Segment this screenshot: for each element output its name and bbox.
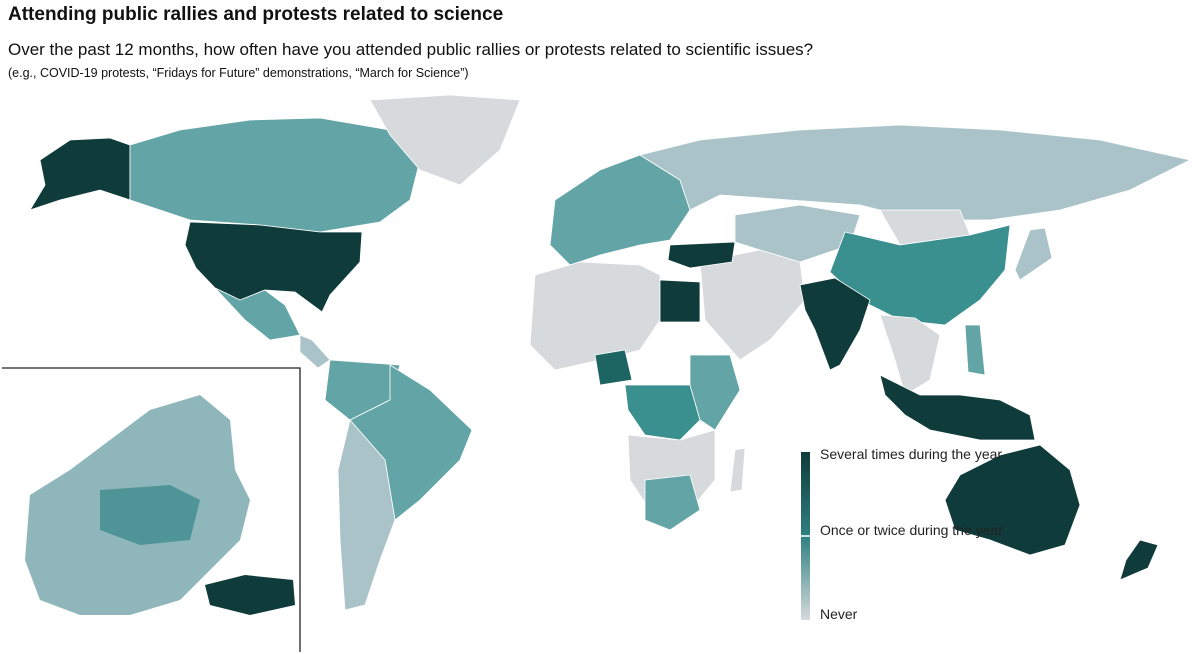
region-europe bbox=[549, 154, 691, 266]
region-united-states bbox=[184, 221, 363, 313]
legend-high-label: Several times during the year bbox=[820, 446, 1003, 462]
region-nigeria bbox=[594, 349, 633, 386]
region-greenland bbox=[369, 94, 521, 186]
region-north-africa bbox=[529, 261, 661, 371]
region-mexico bbox=[214, 287, 301, 341]
region-egypt bbox=[659, 279, 701, 323]
region-brazil bbox=[349, 364, 473, 521]
region-australia bbox=[944, 444, 1081, 556]
region-indonesia bbox=[879, 374, 1036, 441]
examples-note: (e.g., COVID-19 protests, “Fridays for F… bbox=[8, 66, 469, 80]
legend-mid-label: Once or twice during the year bbox=[820, 522, 1003, 538]
inset-turkey bbox=[205, 575, 295, 615]
inset-frame bbox=[2, 367, 301, 652]
region-japan bbox=[1014, 227, 1053, 281]
region-south-america-south bbox=[337, 419, 396, 611]
region-canada bbox=[129, 117, 421, 233]
map-subtitle: Over the past 12 months, how often have … bbox=[8, 40, 814, 59]
map-title: Attending public rallies and protests re… bbox=[8, 4, 504, 25]
region-new-zealand bbox=[1119, 539, 1159, 581]
region-central-asia bbox=[734, 204, 861, 263]
region-russia bbox=[638, 124, 1192, 221]
legend-low-label: Never bbox=[820, 606, 858, 622]
inset-central-europe bbox=[100, 485, 200, 545]
region-south-africa bbox=[644, 474, 701, 531]
region-alaska bbox=[29, 137, 131, 211]
region-philippines bbox=[964, 324, 986, 376]
region-central-africa bbox=[624, 384, 701, 441]
region-india bbox=[799, 277, 871, 371]
region-middle-east bbox=[699, 249, 806, 361]
region-central-america bbox=[299, 334, 331, 369]
region-southeast-asia bbox=[879, 314, 941, 396]
region-madagascar bbox=[729, 447, 746, 493]
region-turkey bbox=[667, 241, 736, 269]
